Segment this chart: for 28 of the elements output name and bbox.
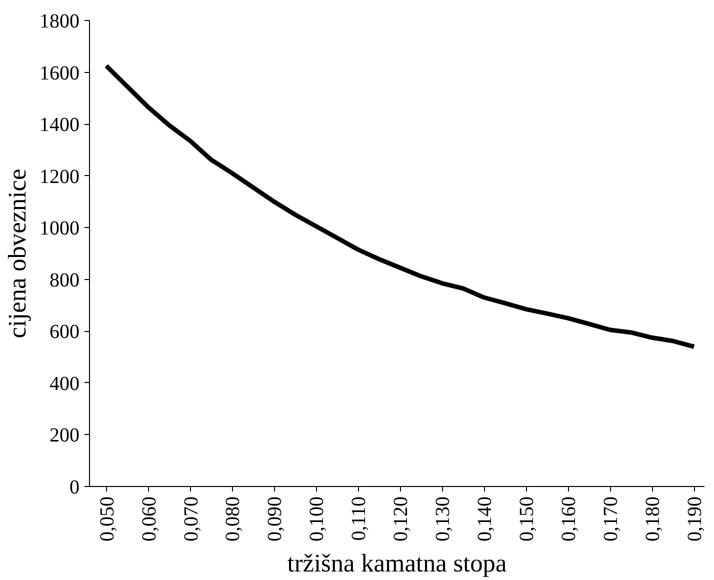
y-tick-label: 1800 xyxy=(40,10,80,32)
x-tick-label: 0,110 xyxy=(348,496,370,541)
y-tick-label: 600 xyxy=(50,321,80,344)
y-tick-label: 800 xyxy=(50,269,80,292)
x-tick-label: 0,190 xyxy=(684,496,706,542)
y-tick-label: 1600 xyxy=(40,62,80,84)
x-tick-label: 0,170 xyxy=(600,496,622,542)
x-tick-label: 0,050 xyxy=(96,496,118,542)
y-tick-label: 0 xyxy=(70,476,80,498)
y-tick-label: 200 xyxy=(50,424,80,447)
x-tick-label: 0,080 xyxy=(222,496,244,542)
x-tick-label: 0,120 xyxy=(390,496,412,542)
x-tick-label: 0,090 xyxy=(264,496,286,542)
x-tick-label: 0,060 xyxy=(138,496,160,542)
y-tick-label: 1000 xyxy=(40,218,80,240)
x-tick-label: 0,160 xyxy=(558,496,580,542)
y-tick-label: 400 xyxy=(50,372,80,395)
x-tick-label: 0,070 xyxy=(180,496,202,542)
x-tick-label: 0,140 xyxy=(474,496,496,542)
y-tick-label: 1400 xyxy=(40,114,80,136)
x-axis-title: tržišna kamatna stopa xyxy=(287,550,507,578)
x-tick-label: 0,180 xyxy=(642,496,664,542)
y-tick-label: 1200 xyxy=(40,166,80,188)
x-tick-label: 0,100 xyxy=(306,496,328,542)
x-tick-label: 0,150 xyxy=(516,496,538,542)
y-axis-title: cijena obveznice xyxy=(4,168,32,338)
line-series xyxy=(104,64,696,349)
x-tick-label: 0,130 xyxy=(432,496,454,542)
